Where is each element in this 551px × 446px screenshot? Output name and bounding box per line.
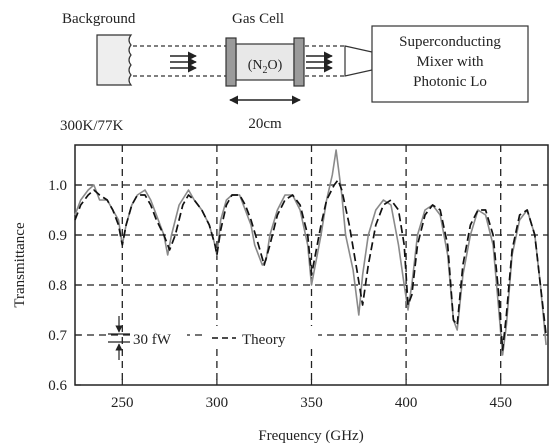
- x-tick-label-450: 450: [489, 395, 512, 411]
- y-tick-label-1: 0.7: [48, 328, 67, 344]
- x-axis-title: Frequency (GHz): [258, 428, 363, 444]
- series-measured-line: [74, 149, 547, 356]
- mixer-box: [371, 25, 529, 103]
- setup-diagram: Background Gas Cell (N2O) 20cm: [60, 11, 529, 134]
- transmittance-chart: 250 300 350 400 450 0.6 0.7 0.8 0.9 1.0 30 fW The…: [12, 144, 549, 444]
- background-temperature: 300K/77K: [60, 118, 124, 134]
- tick-labels: 250 300 350 400 450 0.6 0.7 0.8 0.9 1.0: [48, 178, 512, 411]
- x-tick-label-300: 300: [206, 395, 229, 411]
- gas-cell-content: (N2O): [248, 58, 283, 76]
- x-tick-label-400: 400: [395, 395, 418, 411]
- series-layer: [74, 149, 547, 356]
- scale-bar-label: 30 fW: [133, 332, 172, 348]
- background-source: [96, 34, 133, 86]
- mixer-label-line3: Photonic Lo: [413, 74, 487, 90]
- series-theory-line: [74, 179, 547, 351]
- legend-theory-label: Theory: [242, 332, 286, 348]
- y-tick-label-2: 0.8: [48, 278, 67, 294]
- beam-arrows-right: [306, 51, 333, 73]
- mixer-label-line1: Superconducting: [399, 34, 501, 50]
- y-axis-title: Transmittance: [12, 222, 28, 308]
- beam-arrows-left: [170, 51, 197, 73]
- scale-bar-label-bg: [131, 326, 187, 348]
- x-tick-label-350: 350: [300, 395, 323, 411]
- grid-lines: [75, 145, 548, 385]
- cell-length-label: 20cm: [248, 116, 282, 132]
- y-tick-label-4: 1.0: [48, 178, 67, 194]
- x-tick-label-250: 250: [111, 395, 134, 411]
- horn-antenna: [344, 45, 373, 77]
- gas-cell: [225, 37, 305, 87]
- background-label: Background: [62, 11, 136, 27]
- y-tick-label-0: 0.6: [48, 378, 67, 394]
- y-tick-label-3: 0.9: [48, 228, 67, 244]
- mixer-label-line2: Mixer with: [416, 54, 484, 70]
- gas-cell-label: Gas Cell: [232, 11, 284, 27]
- scale-bar: [108, 316, 130, 360]
- axis-ticks: [75, 184, 502, 386]
- legend-bg: [206, 326, 318, 348]
